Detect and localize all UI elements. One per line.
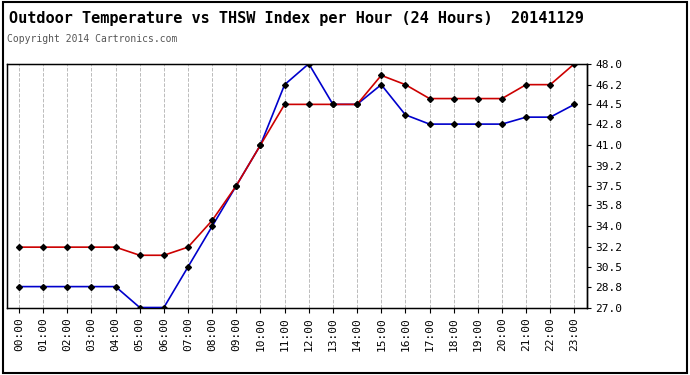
Text: Copyright 2014 Cartronics.com: Copyright 2014 Cartronics.com (7, 34, 177, 44)
Text: Outdoor Temperature vs THSW Index per Hour (24 Hours)  20141129: Outdoor Temperature vs THSW Index per Ho… (9, 11, 584, 26)
